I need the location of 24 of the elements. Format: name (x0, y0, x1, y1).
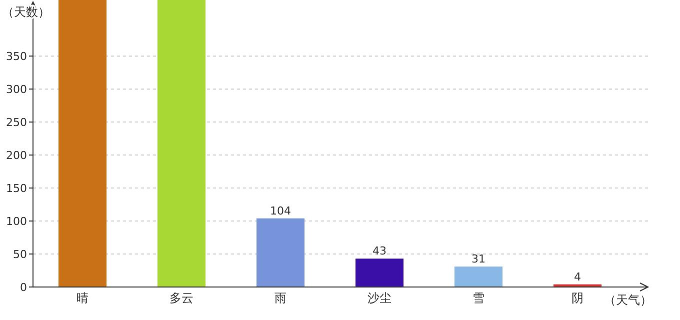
y-tick-label: 250 (6, 116, 27, 130)
bar (355, 258, 404, 287)
x-tick-label: 晴 (76, 291, 88, 305)
bar (157, 0, 206, 287)
x-tick-label: 雨 (274, 291, 286, 305)
bar (256, 218, 305, 287)
y-tick-label: 350 (6, 50, 27, 64)
y-tick-label: 300 (6, 83, 27, 96)
data-label: 4 (574, 270, 581, 284)
y-tick-label: 100 (6, 215, 27, 228)
x-axis-title: （天气） (604, 293, 652, 307)
y-tick-label: 200 (6, 149, 27, 162)
data-label: 43 (372, 244, 386, 258)
x-tick-label: 雪 (472, 291, 484, 305)
y-tick-label: 50 (13, 248, 27, 262)
bar (58, 0, 107, 287)
x-tick-label: 沙尘 (368, 291, 392, 305)
data-label: 31 (472, 252, 486, 266)
y-tick-label: 150 (6, 182, 27, 196)
x-tick-label: 阴 (572, 291, 584, 305)
data-label: 104 (270, 204, 291, 218)
bar (454, 266, 503, 287)
x-tick-label: 多云 (170, 291, 194, 305)
y-tick-label: 0 (20, 281, 27, 294)
